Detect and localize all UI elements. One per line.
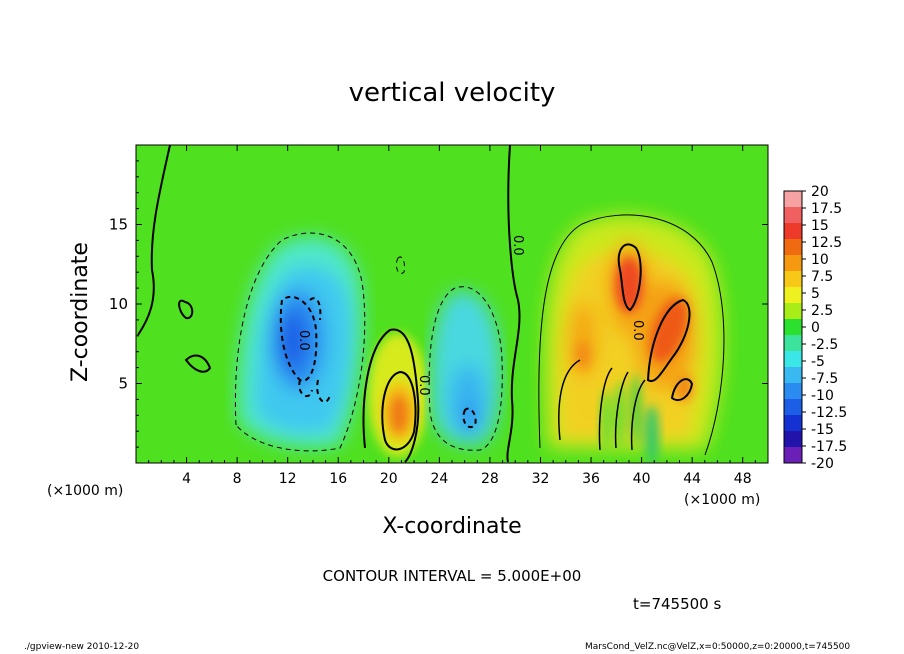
x-tick-label: 36 <box>582 471 600 487</box>
colorbar-swatch <box>784 335 802 352</box>
colorbar-swatch <box>784 287 802 304</box>
streaks-right <box>601 374 659 463</box>
colorbar-swatch <box>784 319 802 336</box>
y-tick-label: 10 <box>109 295 128 313</box>
contour-label: 0.0 <box>510 235 525 256</box>
colorbar-swatch <box>784 271 802 288</box>
x-tick-label: 32 <box>532 471 550 487</box>
x-tick-label: 8 <box>233 471 242 487</box>
x-tick-label: 12 <box>279 471 297 487</box>
x-tick-label: 44 <box>683 471 701 487</box>
x-tick-label: 28 <box>481 471 499 487</box>
colorbar-tick-label: -17.5 <box>811 439 847 455</box>
colorbar-tick-label: 10 <box>811 252 829 268</box>
colorbar-swatch <box>784 415 802 432</box>
contour-label: 0.0 <box>630 320 645 341</box>
colorbar-swatch <box>784 367 802 384</box>
footer-right: MarsCond_VelZ.nc@VelZ,x=0:50000,z=0:2000… <box>585 642 851 652</box>
contour-label: 0.0 <box>296 330 311 351</box>
negative-contours <box>234 232 503 452</box>
downdraft-middle <box>431 290 501 446</box>
colorbar-tick-label: -5 <box>811 354 825 370</box>
y-axis: 5 10 15 <box>109 160 768 448</box>
colorbar-swatch <box>784 303 802 320</box>
colorbar-tick-label: 12.5 <box>811 235 842 251</box>
colorbar-tick-label: 0 <box>811 320 820 336</box>
colorbar-swatch <box>784 239 802 256</box>
colorbar: 2017.51512.5107.552.50-2.5-5-7.5-10-12.5… <box>783 184 847 472</box>
colorbar-tick-label: 17.5 <box>811 201 842 217</box>
x-tick-label: 16 <box>329 471 347 487</box>
colorbar-tick-label: -2.5 <box>811 337 838 353</box>
x-axis-label: X-coordinate <box>382 514 522 539</box>
colorbar-swatch <box>784 431 802 448</box>
colorbar-swatch <box>784 383 802 400</box>
colorbar-tick-label: -7.5 <box>811 371 838 387</box>
x-tick-label: 20 <box>380 471 398 487</box>
y-tick-label: 5 <box>118 375 128 393</box>
colorbar-tick-label: 20 <box>811 184 829 200</box>
colorbar-tick-label: -15 <box>811 422 834 438</box>
x-tick-label: 4 <box>182 471 191 487</box>
colorbar-swatch <box>784 255 802 272</box>
contour-label: 0.0 <box>416 375 431 396</box>
colorbar-tick-label: -20 <box>811 456 834 472</box>
colorbar-tick-label: 2.5 <box>811 303 833 319</box>
contour-lines <box>137 145 725 463</box>
colorbar-swatch <box>784 351 802 368</box>
y-axis-unit: (×1000 m) <box>47 483 124 499</box>
x-axis: 4 8 12 16 20 24 28 32 36 40 44 48 <box>148 145 756 487</box>
colorbar-tick-label: -12.5 <box>811 405 847 421</box>
colorbar-tick-label: -10 <box>811 388 834 404</box>
colorbar-tick-label: 5 <box>811 286 820 302</box>
plot-area: 0.0 0.0 0.0 0.0 <box>136 145 768 463</box>
colorbar-swatch <box>784 191 802 208</box>
footer-left: ./gpview-new 2010-12-20 <box>24 642 140 652</box>
x-tick-label: 40 <box>633 471 651 487</box>
colorbar-tick-label: 7.5 <box>811 269 833 285</box>
chart-title: vertical velocity <box>348 78 556 108</box>
y-tick-label: 15 <box>109 216 128 234</box>
colorbar-tick-label: 15 <box>811 218 829 234</box>
y-axis-label: Z-coordinate <box>68 242 93 382</box>
colorbar-swatch <box>784 399 802 416</box>
x-axis-unit: (×1000 m) <box>684 492 761 508</box>
contour-interval-note: CONTOUR INTERVAL = 5.000E+00 <box>322 567 582 585</box>
colorbar-swatch <box>784 207 802 224</box>
x-tick-label: 24 <box>430 471 448 487</box>
colorbar-swatch <box>784 223 802 240</box>
x-tick-label: 48 <box>734 471 752 487</box>
colorbar-swatch <box>784 447 802 464</box>
time-stamp: t=745500 s <box>633 595 722 613</box>
